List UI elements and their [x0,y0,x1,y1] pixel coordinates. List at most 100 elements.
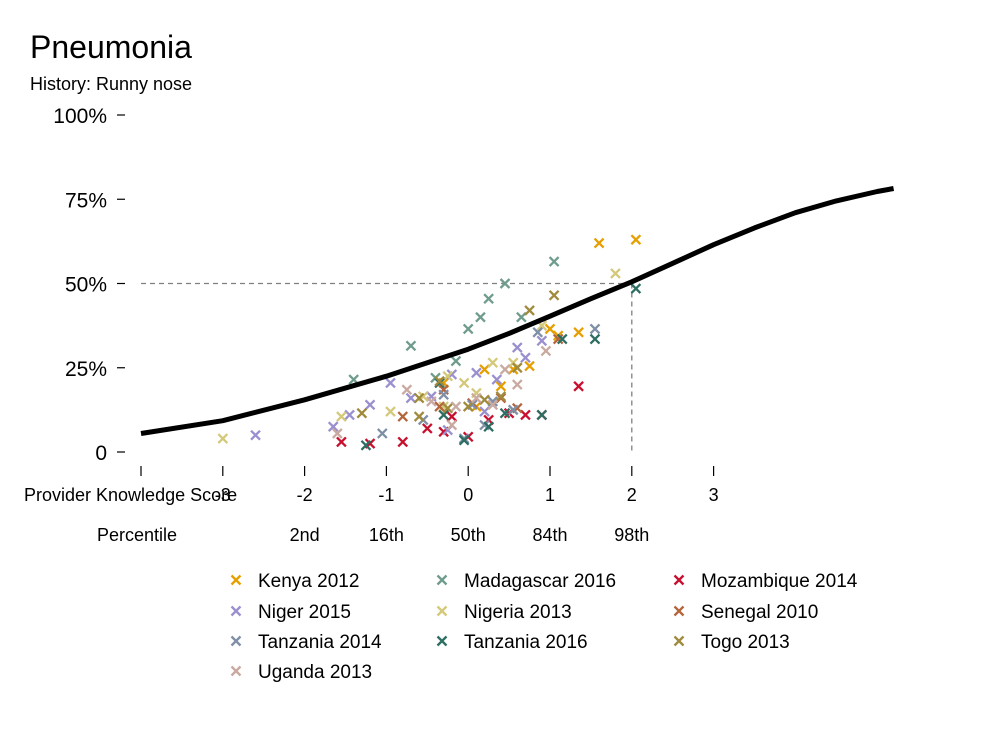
data-point-glyph [397,411,409,422]
legend-label: Uganda 2013 [258,662,372,683]
data-point-glyph [405,392,417,404]
data-point [434,377,445,389]
legend-marker-glyph [673,635,685,647]
legend-label: Niger 2015 [258,602,351,623]
data-point-glyph [413,411,425,422]
data-point-glyph [573,327,584,338]
data-point-glyph [483,293,494,304]
data-point-glyph [327,421,339,433]
data-point-glyph [450,355,462,367]
percentile-tick-label: 98th [614,525,649,545]
legend-item: Uganda 2013 [230,662,372,683]
data-point-glyph [511,362,523,374]
data-point [532,327,544,338]
data-point-glyph [511,379,523,390]
data-point-glyph [540,345,552,357]
legend-marker [230,665,242,677]
legend-item: Niger 2015 [230,602,351,623]
data-point [556,333,568,345]
data-point [458,434,470,446]
legend-marker-glyph [673,574,685,586]
data-point-glyph [556,333,568,345]
legend-label: Senegal 2010 [701,602,818,623]
data-point [548,256,560,267]
data-point [524,305,535,316]
legend-marker-glyph [230,665,242,677]
data-point [589,333,601,345]
x-tick-label: -3 [215,485,231,505]
percentile-label: Percentile [97,525,177,545]
data-point [589,323,601,335]
data-point-glyph [462,401,474,412]
data-point [630,234,642,246]
data-point [520,352,531,363]
legend-label: Tanzania 2016 [464,632,588,653]
y-tick-label: 25% [65,358,107,381]
data-point-glyph [548,289,560,301]
data-point-glyph [536,409,548,421]
data-point [438,389,449,401]
data-point [507,404,519,416]
x-tick-label: -2 [297,485,313,505]
data-point [434,375,445,387]
data-point [450,401,462,412]
data-point [360,439,372,451]
data-point [458,433,470,444]
data-point-glyph [524,360,535,372]
y-tick-label: 100% [53,105,107,128]
data-point-glyph [376,428,388,439]
data-point [385,377,396,389]
data-point-glyph [364,399,376,411]
data-point-glyph [360,439,372,451]
x-tick-label: 3 [709,485,719,505]
data-point [487,396,499,407]
data-point [462,401,474,412]
percentile-tick-label: 16th [369,525,404,545]
data-point-glyph [548,256,560,267]
data-point-glyph [589,333,601,345]
data-point-glyph [487,399,499,411]
x-tick-label: 1 [545,485,555,505]
data-point-glyph [344,409,355,421]
data-point [217,433,229,444]
data-point-glyph [434,377,445,389]
x-tick-label: 0 [463,485,473,505]
percentile-tick-label: 2nd [290,525,320,545]
data-point-glyph [462,323,474,335]
legend-item: Tanzania 2014 [230,632,382,653]
data-point [536,409,548,421]
data-point-glyph [385,377,396,389]
data-point-glyph [499,364,511,375]
data-point-glyph [511,342,523,353]
data-point-glyph [421,423,433,434]
legend-marker [436,574,448,586]
x-tick-label: 2 [627,485,637,505]
data-point [536,335,548,347]
data-point [332,428,343,439]
data-point [511,379,523,390]
data-point [479,394,490,406]
percentile-tick-label: 84th [532,525,567,545]
data-point [610,268,621,279]
data-point [327,421,339,433]
data-point [397,411,409,422]
data-point [544,323,556,335]
data-point-glyph [593,237,605,249]
data-point [413,411,425,422]
data-point-glyph [458,433,470,444]
legend-item: Senegal 2010 [673,602,818,623]
legend-marker [230,605,242,617]
data-point [495,391,507,402]
legend-marker [673,605,685,617]
data-point-glyph [442,402,454,414]
data-point-glyph [336,411,347,422]
data-point [499,407,511,419]
legend-label: Togo 2013 [701,632,790,653]
data-point [250,429,261,441]
data-point [483,421,494,433]
legend-item: Tanzania 2016 [436,632,588,653]
data-point-glyph [250,429,261,441]
data-point-glyph [475,311,486,323]
data-point [385,406,396,417]
